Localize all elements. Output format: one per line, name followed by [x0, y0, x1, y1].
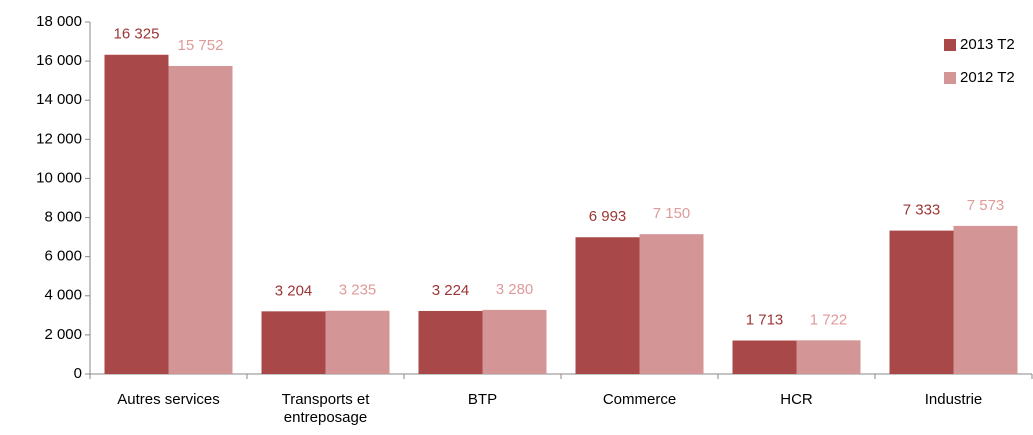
bar [732, 340, 797, 374]
legend-swatch [944, 72, 956, 84]
y-tick-label: 8 000 [44, 209, 82, 226]
bar [575, 237, 640, 374]
bar [796, 340, 861, 374]
x-tick-label: Commerce [602, 391, 677, 408]
data-label: 1 713 [746, 311, 784, 328]
data-label: 7 150 [653, 205, 691, 222]
data-label: 3 235 [339, 282, 377, 299]
bar [639, 234, 704, 374]
y-tick-label: 2 000 [44, 326, 82, 343]
y-tick-label: 18 000 [36, 13, 82, 30]
y-tick-label: 6 000 [44, 248, 82, 265]
bar [482, 309, 547, 374]
y-tick-label: 14 000 [36, 91, 82, 108]
y-tick-label: 16 000 [36, 52, 82, 69]
legend-label: 2013 T2 [960, 36, 1015, 53]
y-tick-label: 4 000 [44, 287, 82, 304]
x-tick-label: Autres services [117, 391, 220, 408]
y-tick-label: 0 [74, 365, 82, 382]
bar [325, 310, 390, 374]
bar [418, 310, 483, 374]
data-label: 7 333 [903, 202, 941, 219]
data-label: 6 993 [589, 208, 627, 225]
legend-label: 2012 T2 [960, 69, 1015, 86]
bar [261, 311, 326, 374]
x-tick-label: Transports et entreposage [281, 391, 370, 426]
data-label: 3 280 [496, 281, 534, 298]
legend-swatch [944, 39, 956, 51]
y-tick-label: 10 000 [36, 169, 82, 186]
bar [168, 65, 233, 375]
bar [104, 54, 169, 374]
data-label: 16 325 [114, 26, 160, 43]
y-tick-label: 12 000 [36, 130, 82, 147]
data-label: 1 722 [810, 311, 848, 328]
data-label: 7 573 [967, 197, 1005, 214]
data-label: 3 204 [275, 282, 313, 299]
x-tick-label: HCR [780, 391, 813, 408]
data-label: 3 224 [432, 282, 470, 299]
data-label: 15 752 [178, 37, 224, 54]
x-tick-label: Industrie [924, 391, 983, 408]
bar [953, 225, 1018, 374]
bar [889, 230, 954, 374]
x-tick-label: BTP [467, 391, 498, 408]
